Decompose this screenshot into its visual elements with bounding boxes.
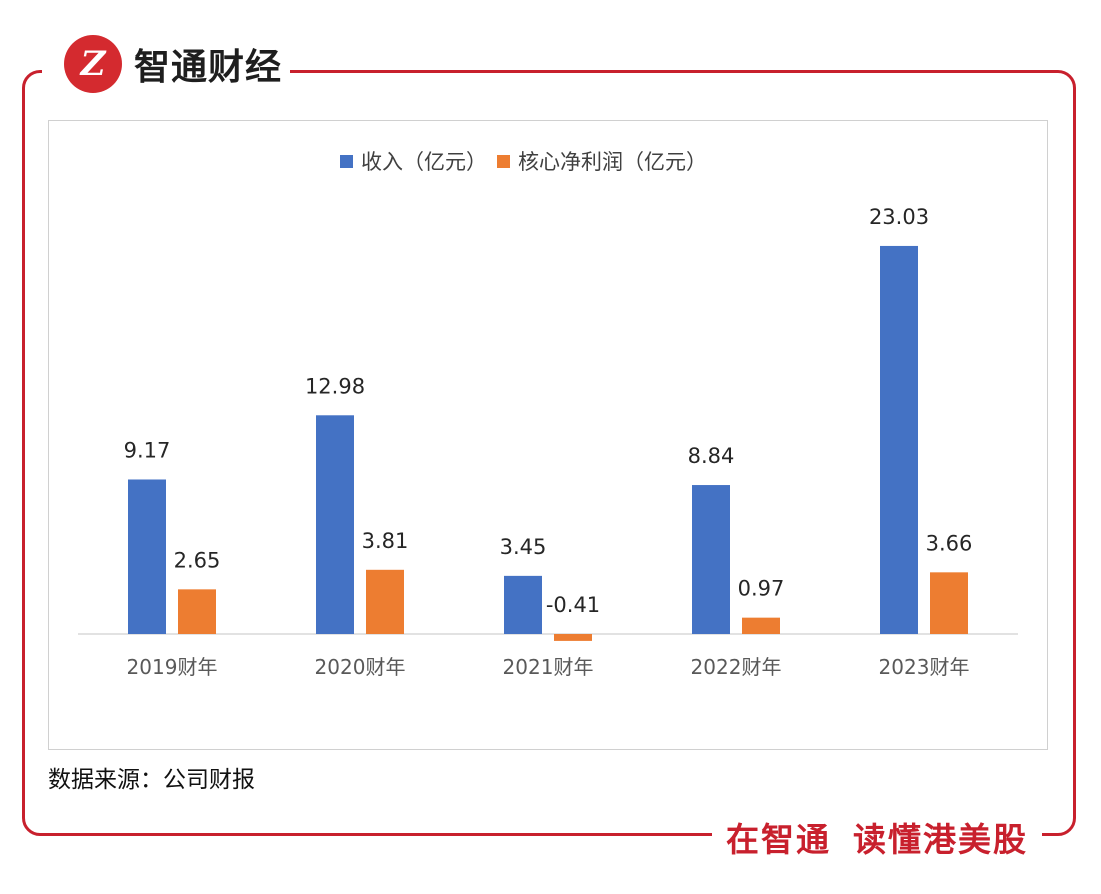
x-tick-label-4: 2023财年 (879, 655, 970, 679)
bar-revenue-0 (128, 479, 166, 634)
x-tick-label-2: 2021财年 (503, 655, 594, 679)
data-label-revenue-1: 12.98 (305, 374, 365, 398)
data-label-revenue-4: 23.03 (869, 205, 929, 229)
outer-frame (22, 70, 1076, 836)
bar-core-profit-1 (366, 569, 404, 634)
slogan-left: 在智通 (726, 820, 831, 859)
bar-core-profit-0 (178, 589, 216, 634)
legend-label-core-profit: 核心净利润（亿元） (518, 150, 707, 174)
bar-core-profit-2 (554, 634, 592, 641)
brand-logo: Z 智通财经 (42, 22, 290, 106)
x-tick-label-0: 2019财年 (127, 655, 218, 679)
slogan: 在智通 读懂港美股 (712, 812, 1042, 862)
data-label-core-profit-2: -0.41 (546, 593, 600, 617)
data-label-revenue-0: 9.17 (124, 438, 171, 462)
legend-item-revenue: 收入（亿元） (340, 146, 487, 176)
x-tick-label-1: 2020财年 (315, 655, 406, 679)
bar-revenue-3 (692, 485, 730, 634)
data-label-revenue-2: 3.45 (500, 535, 547, 559)
data-label-core-profit-1: 3.81 (362, 529, 409, 553)
legend-label-revenue: 收入（亿元） (361, 150, 487, 174)
logo-text: 智通财经 (134, 47, 283, 88)
data-label-core-profit-4: 3.66 (926, 531, 973, 555)
legend-item-core-profit: 核心净利润（亿元） (497, 146, 707, 176)
data-label-core-profit-0: 2.65 (174, 548, 221, 572)
bar-revenue-4 (880, 245, 918, 634)
logo-mark-icon: Z (64, 35, 122, 93)
bar-core-profit-4 (930, 572, 968, 634)
legend-swatch-core-profit (497, 154, 510, 168)
bar-core-profit-3 (742, 617, 780, 634)
bar-revenue-2 (504, 575, 542, 634)
chart-legend: 收入（亿元） 核心净利润（亿元） (340, 146, 820, 176)
legend-swatch-revenue (340, 154, 353, 168)
data-label-core-profit-3: 0.97 (738, 577, 785, 601)
bar-revenue-1 (316, 415, 354, 634)
x-tick-label-3: 2022财年 (691, 655, 782, 679)
slogan-right: 读懂港美股 (853, 820, 1028, 859)
source-note: 数据来源：公司财报 (48, 767, 255, 793)
logo-mark-letter: Z (80, 44, 106, 84)
data-label-revenue-3: 8.84 (688, 444, 735, 468)
